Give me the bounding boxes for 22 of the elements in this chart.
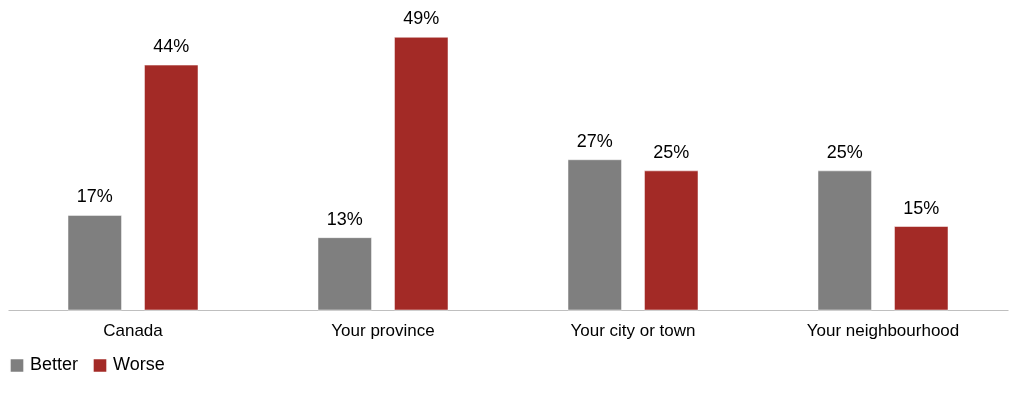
legend-label: Worse: [113, 354, 165, 375]
data-label: 25%: [826, 141, 863, 162]
bar: [144, 64, 199, 311]
bar: [67, 215, 122, 311]
x-tick-label: Canada: [103, 320, 164, 340]
data-label: 25%: [653, 141, 690, 162]
bar: [644, 170, 699, 311]
data-label: 17%: [76, 186, 113, 207]
bar: [394, 37, 449, 311]
data-label: 49%: [403, 8, 440, 29]
bar: [894, 226, 949, 311]
data-label: 15%: [903, 197, 940, 218]
data-label: 13%: [326, 208, 363, 229]
x-tick-label: Your province: [331, 320, 435, 340]
bar: [817, 170, 872, 311]
data-label: 27%: [576, 130, 613, 151]
bar: [317, 237, 372, 311]
x-tick-label: Your city or town: [570, 320, 696, 340]
x-tick-label: Your neighbourhood: [806, 320, 960, 340]
bar: [567, 159, 622, 311]
data-label: 44%: [153, 36, 190, 57]
legend-label: Better: [30, 354, 79, 375]
